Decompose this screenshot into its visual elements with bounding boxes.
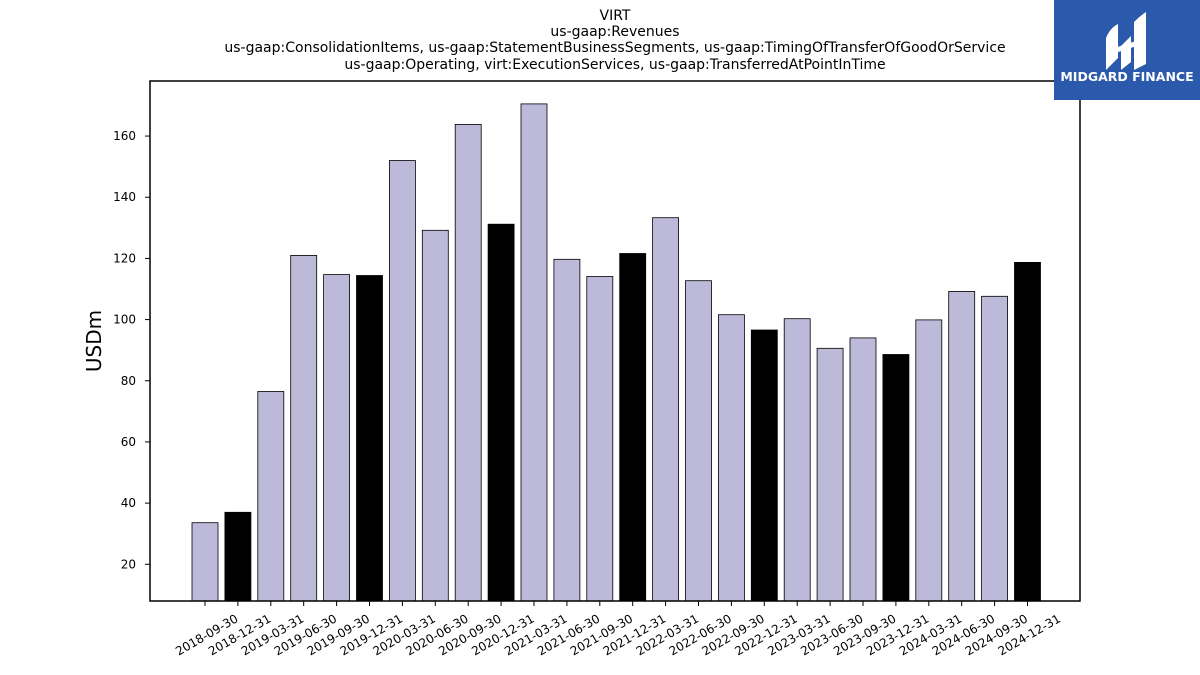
bar-2019-12-31	[356, 275, 383, 602]
bar-2023-09-30	[849, 337, 877, 602]
bar-2024-09-30	[981, 295, 1008, 602]
bar-2022-12-31	[750, 329, 778, 602]
title-line-2: us-gaap:Revenues	[550, 24, 679, 40]
y-tick-label: 120	[113, 251, 136, 265]
bar-2024-12-31	[1014, 261, 1041, 602]
chart-title: VIRT us-gaap:Revenues us-gaap:Consolidat…	[224, 8, 1005, 73]
bar-2018-09-30	[191, 522, 219, 602]
plot-frame	[149, 80, 1081, 602]
bar-2021-09-30	[586, 276, 614, 602]
bar-2023-03-31	[783, 318, 811, 602]
logo-mark-icon	[1106, 12, 1146, 70]
bar-2018-12-31	[224, 511, 252, 602]
x-axis-ticks: 2018-09-302018-12-312019-03-312019-06-30…	[173, 601, 1063, 658]
title-line-1: VIRT	[600, 8, 631, 24]
y-tick-label: 40	[121, 496, 136, 510]
bar-2024-03-31	[915, 319, 943, 602]
y-tick-label: 160	[113, 129, 136, 143]
bar-2022-06-30	[685, 280, 712, 602]
bar-2020-12-31	[487, 223, 515, 602]
y-tick-label: 80	[121, 374, 136, 388]
bar-2020-03-31	[388, 160, 416, 602]
bar-2023-12-31	[882, 354, 910, 602]
y-tick-label: 60	[121, 435, 136, 449]
bar-2023-06-30	[816, 347, 844, 602]
company-logo: MIDGARD FINANCE	[1054, 0, 1200, 100]
y-tick-label: 20	[121, 557, 136, 571]
bar-2020-06-30	[421, 229, 449, 602]
logo-text: MIDGARD FINANCE	[1060, 69, 1193, 84]
bars-group	[191, 103, 1041, 602]
y-axis-label: USDm	[82, 310, 106, 372]
bar-2022-03-31	[652, 217, 679, 602]
bar-2021-12-31	[619, 253, 647, 602]
bar-2024-06-30	[948, 290, 976, 602]
bar-2019-09-30	[323, 274, 351, 602]
bar-2021-03-31	[520, 103, 548, 602]
bar-2021-06-30	[553, 258, 581, 602]
y-tick-label: 140	[113, 190, 136, 204]
title-line-3: us-gaap:ConsolidationItems, us-gaap:Stat…	[224, 40, 1005, 56]
bar-2019-03-31	[257, 391, 285, 602]
title-line-4: us-gaap:Operating, virt:ExecutionService…	[344, 57, 885, 73]
bar-2019-06-30	[290, 254, 318, 602]
bar-2020-09-30	[454, 124, 482, 602]
y-axis-ticks: 20 40 60 80 100 120 140 160	[113, 129, 150, 571]
bar-2022-09-30	[718, 314, 745, 602]
y-tick-label: 100	[113, 313, 136, 327]
